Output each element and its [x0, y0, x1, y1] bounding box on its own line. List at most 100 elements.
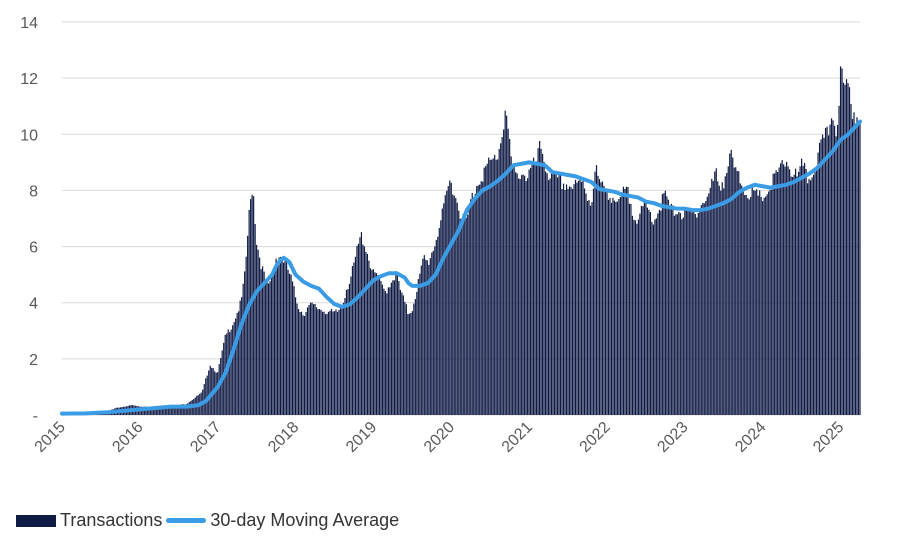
transaction-bar [577, 180, 580, 415]
transaction-bar [230, 329, 232, 415]
transaction-bar [416, 291, 418, 415]
transaction-bar [429, 258, 431, 415]
y-tick-label: 6 [29, 240, 38, 257]
transaction-bar [206, 375, 208, 415]
transaction-bar [284, 260, 286, 415]
transaction-bar [667, 199, 669, 415]
transaction-bar [495, 159, 497, 415]
transaction-bar [807, 183, 809, 415]
transaction-bar [489, 159, 491, 415]
moving-average-line-layer [60, 119, 862, 416]
transaction-bar [648, 209, 650, 415]
transaction-bar [336, 311, 339, 415]
transaction-bar [637, 219, 640, 415]
transaction-bar [542, 154, 544, 415]
transaction-bar [690, 211, 692, 415]
transaction-bar [625, 186, 628, 415]
transaction-bar [437, 236, 439, 415]
transaction-bar [552, 173, 554, 415]
transaction-bar [164, 406, 166, 415]
transaction-bar [658, 209, 660, 415]
transaction-bar [324, 314, 327, 415]
transaction-bar [285, 261, 288, 415]
transaction-bar [242, 283, 244, 415]
transaction-bar [531, 163, 533, 415]
transaction-bar [573, 184, 575, 415]
transaction-bar [380, 280, 382, 415]
transaction-bar [744, 194, 746, 415]
transaction-bar [389, 287, 391, 415]
transaction-bar [801, 158, 803, 415]
transaction-bar [291, 281, 294, 415]
transaction-bar [666, 196, 668, 415]
transaction-bar [461, 221, 463, 415]
transaction-bar [501, 137, 503, 416]
transaction-bar [657, 213, 659, 415]
transaction-bar [271, 274, 273, 415]
transaction-bar [435, 240, 437, 415]
transaction-bar [323, 311, 325, 415]
transaction-bar [661, 194, 663, 415]
transaction-bar [351, 266, 354, 415]
transaction-bar [357, 243, 360, 415]
x-tick-label: 2023 [654, 419, 691, 456]
legend-item-transactions: Transactions [16, 510, 162, 531]
x-axis-tick-labels: 2015 2016 2017 2018 2019 2020 2021 2022 2023 2024… [32, 419, 848, 456]
transaction-bar [184, 404, 186, 415]
transaction-bar [262, 266, 264, 415]
transaction-bar [664, 190, 666, 415]
x-tick-label: 2019 [343, 419, 380, 456]
transaction-bar [250, 199, 252, 415]
transaction-bar [318, 309, 321, 415]
transaction-bar [161, 406, 163, 415]
transaction-bar [753, 190, 755, 415]
transaction-bar [636, 223, 638, 415]
transaction-bar [405, 304, 407, 415]
transaction-bar [348, 283, 351, 415]
transaction-bar [676, 214, 678, 415]
transaction-bar [556, 177, 559, 415]
transaction-bar [853, 112, 855, 416]
transaction-bar [527, 178, 529, 415]
transaction-bar [320, 309, 322, 415]
transaction-bar [434, 246, 436, 415]
transaction-bar [148, 407, 150, 415]
transaction-bar [693, 211, 695, 415]
transaction-bar [726, 172, 728, 415]
transaction-bar [256, 244, 258, 415]
transaction-bar [700, 205, 702, 415]
transaction-bar [711, 178, 713, 415]
transaction-bar [154, 407, 156, 415]
transaction-bar [792, 176, 794, 415]
transaction-bar [694, 213, 696, 415]
transaction-bar [486, 163, 488, 415]
transaction-bar [426, 260, 428, 415]
transaction-bar [580, 181, 583, 415]
transaction-bar [354, 256, 357, 415]
transaction-bar [591, 202, 593, 415]
transaction-bar [844, 84, 846, 416]
transaction-bar [477, 185, 479, 415]
transaction-bar [217, 372, 219, 415]
transaction-bar [601, 181, 604, 415]
transaction-bar [610, 202, 613, 415]
y-tick-label: 8 [29, 183, 38, 200]
transaction-bar [410, 313, 412, 415]
transaction-bar [419, 273, 421, 415]
transaction-bar [518, 178, 520, 415]
transaction-bar [443, 203, 445, 415]
transaction-bar [170, 406, 172, 415]
transaction-bar [812, 174, 815, 415]
transaction-bar [356, 245, 358, 415]
transaction-bar [500, 143, 502, 416]
transaction-bar [738, 171, 740, 415]
transaction-bar [741, 185, 743, 415]
transaction-bar [747, 198, 749, 415]
transaction-bar [188, 402, 190, 415]
transaction-bar [384, 291, 386, 415]
transaction-bar [480, 181, 482, 415]
transaction-bar [748, 199, 750, 415]
transaction-bar [173, 405, 175, 415]
transaction-bar [739, 183, 741, 415]
transaction-bar [369, 268, 372, 415]
